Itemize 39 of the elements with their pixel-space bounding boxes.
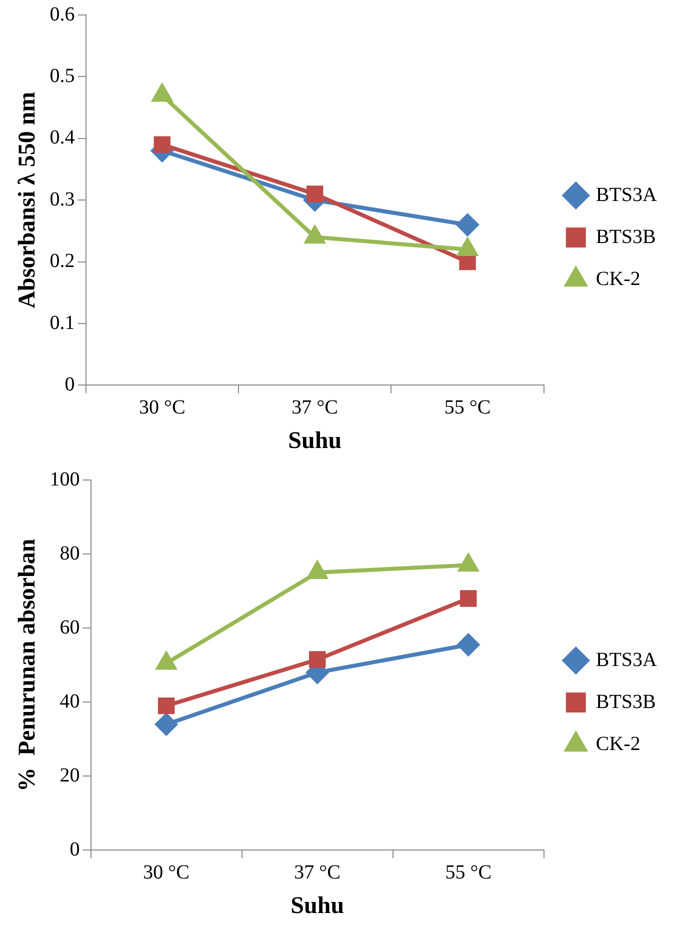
- point: [308, 562, 328, 580]
- point: [458, 554, 478, 572]
- legend-label: CK-2: [596, 268, 640, 290]
- x-tick-label: 30 °C: [143, 861, 190, 884]
- y-tick-label: 100: [50, 468, 80, 490]
- x-tick-label: 55 °C: [445, 861, 492, 884]
- point: [456, 214, 479, 236]
- legend-label: BTS3A: [596, 184, 658, 206]
- legend-label: BTS3B: [596, 690, 656, 713]
- point: [457, 634, 480, 656]
- y-tick-label: 0.2: [50, 250, 75, 272]
- y-tick-label: 60: [60, 616, 80, 638]
- y-tick-label: 80: [60, 542, 80, 564]
- y-tick-label: 40: [60, 690, 80, 712]
- y-tick-label: 0.1: [50, 312, 75, 334]
- legend-label: BTS3A: [596, 648, 658, 671]
- x-tick-label: 30 °C: [138, 396, 186, 418]
- y-tick-label: 0.4: [50, 126, 75, 149]
- x-tick-label: 37 °C: [292, 396, 338, 418]
- y-tick-label: 20: [60, 764, 80, 786]
- x-tick-label: 37 °C: [294, 861, 341, 884]
- legend-label: CK-2: [596, 732, 640, 755]
- point: [308, 651, 326, 668]
- y-tick-label: 0.6: [50, 3, 75, 26]
- y-axis-title: % Penurunan absorban: [14, 538, 41, 792]
- x-axis-title: Suhu: [288, 428, 342, 454]
- y-tick-label: 0.3: [50, 188, 75, 210]
- point: [158, 697, 175, 714]
- y-axis-title: Absorbansi λ 550 nm: [14, 92, 41, 308]
- y-tick-label: 0: [64, 373, 75, 396]
- point: [154, 136, 171, 153]
- point: [460, 590, 477, 607]
- point: [155, 713, 178, 736]
- y-tick-label: 0.5: [50, 64, 75, 87]
- legend-label: BTS3B: [596, 226, 656, 248]
- point: [306, 186, 324, 202]
- x-axis-title: Suhu: [290, 892, 344, 919]
- x-tick-label: 55 °C: [444, 396, 491, 418]
- y-tick-label: 0: [70, 838, 80, 860]
